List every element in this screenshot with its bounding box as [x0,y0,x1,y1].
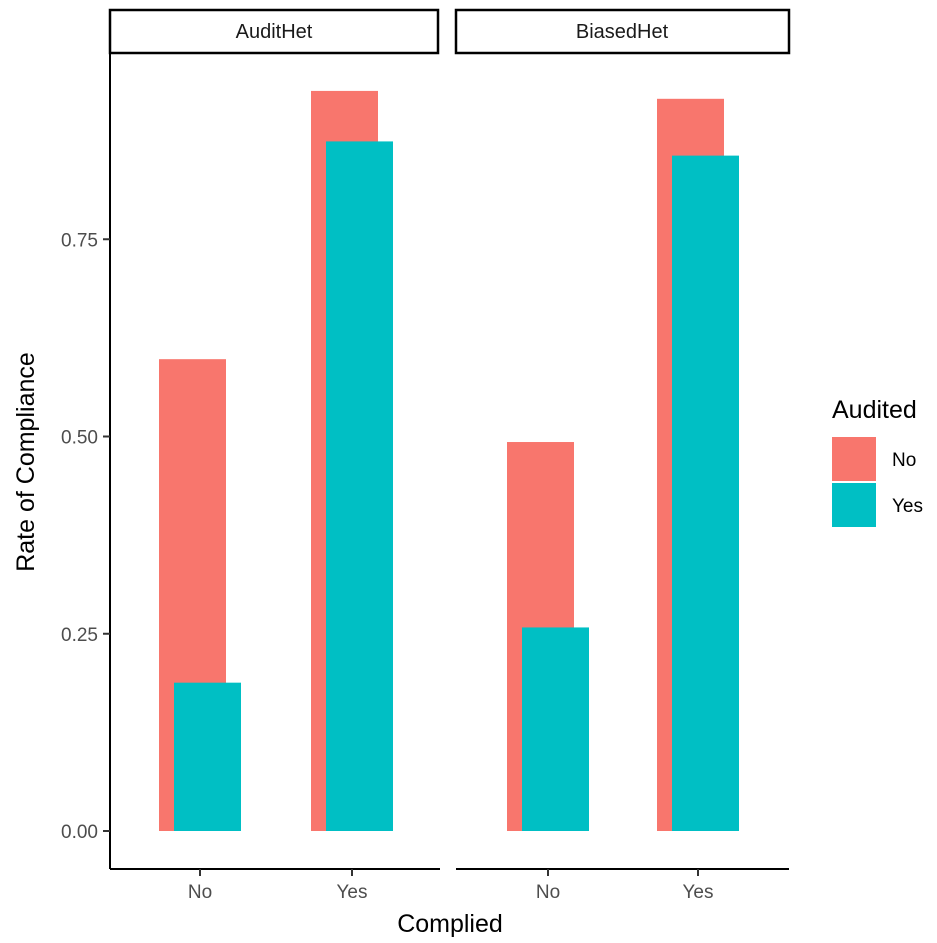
facet-strip-audithet: AuditHet [108,8,440,55]
y-axis-ticks: 0.00 0.25 0.50 0.75 [61,230,110,843]
legend-label-no: No [892,450,916,471]
bar-biasedhet-complied-yes-audited-yes [672,155,739,832]
bar-audithet-complied-no-audited-yes [174,682,241,831]
x-tick-label-audithet-no: No [188,882,212,903]
y-tick-label: 0.75 [61,230,98,251]
x-axis-title: Complied [397,910,503,938]
bars-panel-biasedhet [507,98,739,832]
facet-label-biasedhet: BiasedHet [576,21,669,43]
x-tick-label-biasedhet-yes: Yes [683,882,714,903]
y-tick-label: 0.00 [61,822,98,843]
legend-swatch-no [832,437,876,481]
x-axis-ticks: No Yes No Yes [188,869,714,903]
x-tick-label-biasedhet-no: No [536,882,560,903]
bars-panel-audithet [159,90,393,832]
bar-biasedhet-complied-no-audited-yes [522,627,589,831]
facet-strip-biasedhet: BiasedHet [454,8,791,55]
x-tick-label-audithet-yes: Yes [337,882,368,903]
facet-label-audithet: AuditHet [236,21,313,43]
bar-audithet-complied-yes-audited-yes [326,141,393,831]
y-tick-label: 0.50 [61,428,98,449]
legend: Audited No Yes [832,396,923,527]
legend-swatch-yes [832,483,876,527]
legend-label-yes: Yes [892,496,923,517]
legend-title: Audited [832,396,917,424]
y-tick-label: 0.25 [61,625,98,646]
y-axis-title: Rate of Compliance [12,352,40,572]
